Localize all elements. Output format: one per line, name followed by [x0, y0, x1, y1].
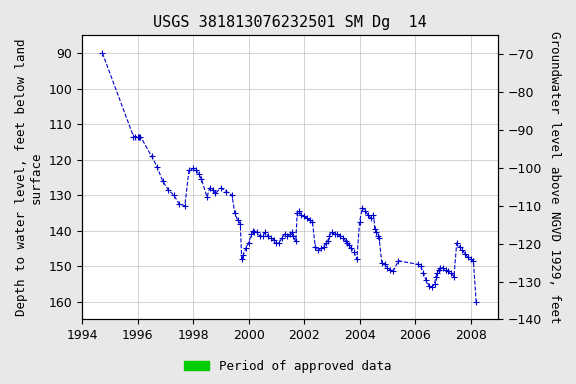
Y-axis label: Depth to water level, feet below land
surface: Depth to water level, feet below land su…	[15, 39, 43, 316]
Legend: Period of approved data: Period of approved data	[179, 355, 397, 378]
Bar	[418, 319, 479, 326]
Bar	[101, 319, 106, 326]
Title: USGS 381813076232501 SM Dg  14: USGS 381813076232501 SM Dg 14	[153, 15, 427, 30]
Bar	[124, 319, 399, 326]
Y-axis label: Groundwater level above NGVD 1929, feet: Groundwater level above NGVD 1929, feet	[548, 31, 561, 324]
